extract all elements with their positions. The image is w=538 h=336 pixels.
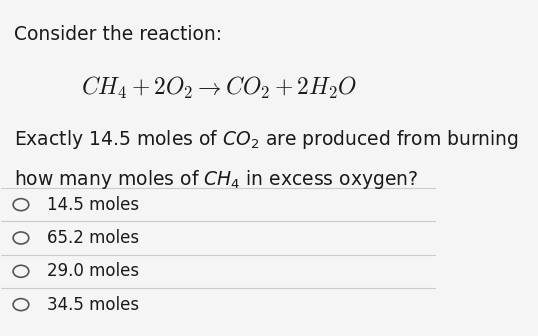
Text: Exactly 14.5 moles of $CO_2$ are produced from burning: Exactly 14.5 moles of $CO_2$ are produce… — [15, 128, 519, 151]
Text: Consider the reaction:: Consider the reaction: — [15, 25, 223, 44]
Text: 65.2 moles: 65.2 moles — [47, 229, 139, 247]
Text: 29.0 moles: 29.0 moles — [47, 262, 139, 280]
Text: 14.5 moles: 14.5 moles — [47, 196, 139, 214]
Text: how many moles of $CH_4$ in excess oxygen?: how many moles of $CH_4$ in excess oxyge… — [15, 168, 419, 191]
Text: 34.5 moles: 34.5 moles — [47, 296, 139, 313]
Text: $CH_4 + 2O_2 \rightarrow CO_2 + 2H_2O$: $CH_4 + 2O_2 \rightarrow CO_2 + 2H_2O$ — [81, 75, 357, 101]
